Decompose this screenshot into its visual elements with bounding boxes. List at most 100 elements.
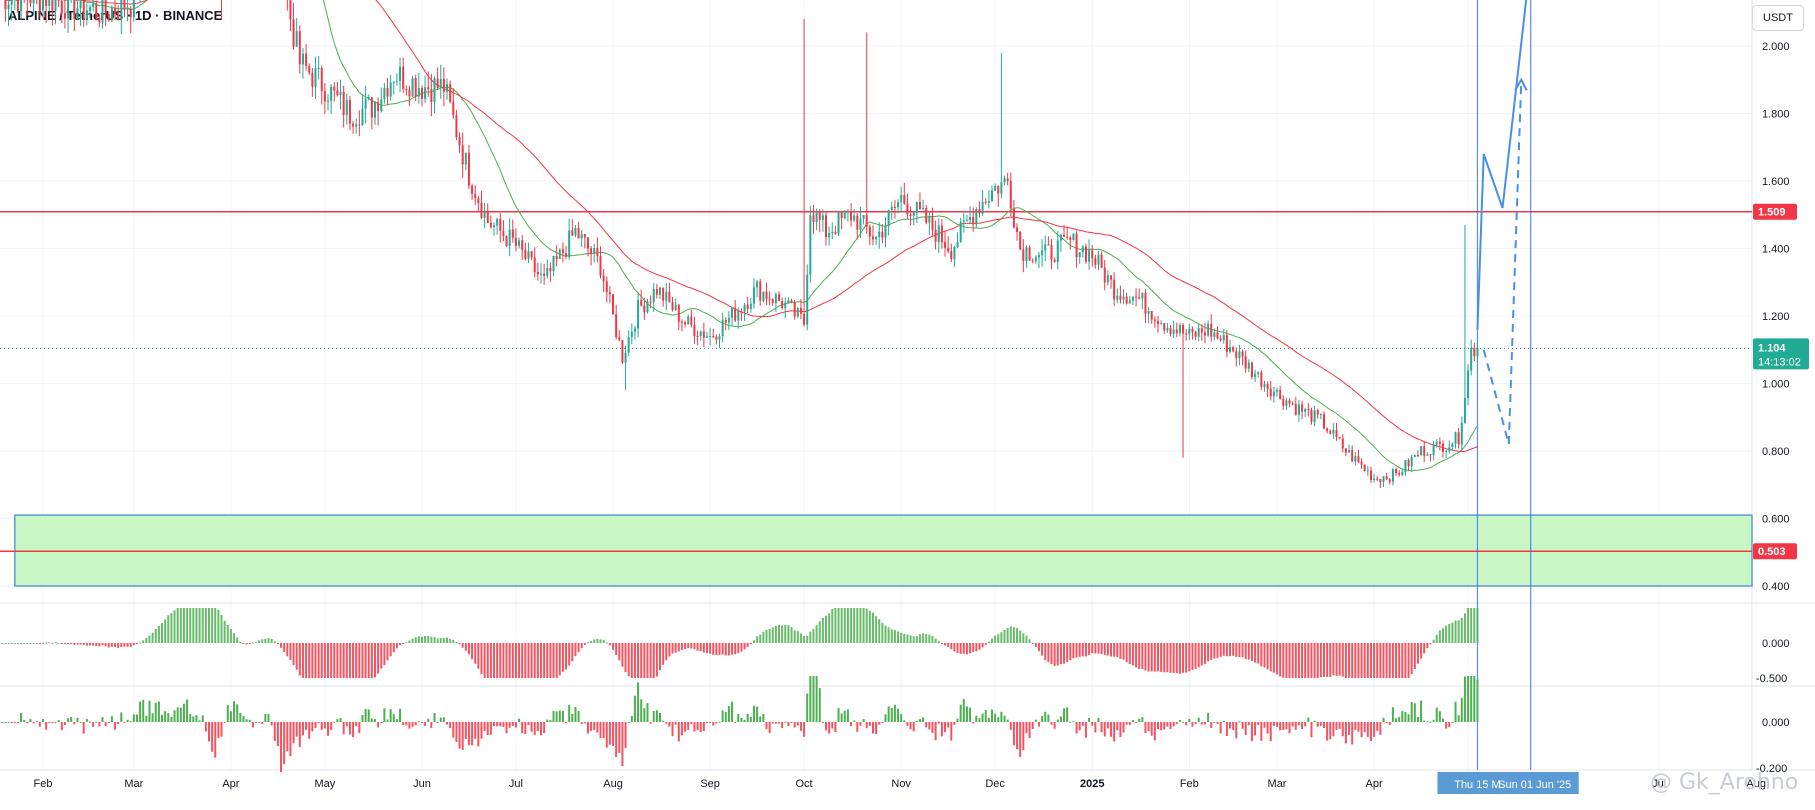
candle-body (499, 219, 502, 231)
osc1-bar (1401, 643, 1404, 678)
osc2-bar (724, 711, 727, 722)
candle-body (618, 337, 621, 341)
osc2-bar (577, 711, 580, 722)
osc2-bar (129, 721, 132, 723)
candle-body (1185, 333, 1188, 335)
osc1-bar (731, 643, 734, 655)
candle-body (433, 78, 436, 103)
osc2-bar (928, 722, 931, 730)
osc2-bar (496, 722, 499, 727)
osc2-bar (308, 722, 311, 739)
osc1-bar (261, 639, 264, 643)
candle-body (493, 225, 496, 228)
candle-body (1219, 338, 1222, 341)
osc2-bar (837, 708, 840, 722)
candle-body (825, 215, 827, 238)
osc2-bar (768, 722, 771, 734)
osc1-bar (499, 643, 502, 678)
osc1-bar (142, 640, 145, 643)
candle-body (909, 214, 912, 216)
osc2-bar (502, 722, 505, 728)
osc2-bar (621, 722, 624, 767)
osc2-bar (280, 722, 283, 773)
osc1-bar (242, 643, 245, 644)
osc1-bar (283, 643, 286, 653)
osc1-bar (377, 643, 380, 674)
osc1-bar (330, 643, 333, 678)
osc2-bar (793, 722, 796, 728)
candle-body (1316, 410, 1319, 415)
osc1-bar (424, 635, 427, 643)
osc1-bar (114, 643, 117, 647)
osc2-bar (157, 701, 160, 722)
candle-body (1103, 267, 1106, 283)
candle-body (746, 304, 749, 309)
candle-body (63, 13, 66, 19)
candle-body (627, 337, 630, 353)
osc2-bar (245, 719, 248, 722)
candle-body (630, 331, 633, 338)
osc1-bar (345, 643, 348, 678)
candle-body (67, 0, 70, 19)
osc2-bar (348, 722, 351, 735)
osc2-bar (1229, 722, 1232, 729)
osc1-bar (474, 643, 477, 664)
candle-body (915, 201, 918, 213)
osc1-bar (348, 643, 351, 678)
candle-body (787, 300, 790, 303)
candle-body (76, 8, 79, 20)
osc1-bar (677, 643, 680, 652)
osc2-bar (1463, 676, 1466, 722)
candle-body (471, 185, 474, 194)
osc2-bar (1335, 722, 1338, 731)
osc2-bar (358, 722, 361, 734)
candle-body (7, 4, 10, 10)
marker-date-label: Thu 15 M (1454, 779, 1500, 791)
osc1-bar (962, 643, 965, 654)
candle-body (1238, 351, 1241, 359)
candle-body (1031, 260, 1034, 262)
osc1-bar (1282, 643, 1285, 678)
candle-body (1144, 292, 1147, 314)
candle-body (928, 215, 931, 223)
osc2-bar (236, 704, 239, 722)
osc1-bar (220, 614, 223, 643)
candle-body (1100, 254, 1103, 268)
osc2-bar (1128, 722, 1131, 726)
osc1-bar (367, 643, 370, 678)
candle-body (82, 0, 85, 19)
candle-body (480, 203, 483, 218)
osc2-bar (893, 704, 896, 722)
candle-body (467, 152, 470, 186)
osc2-bar (1138, 718, 1141, 722)
currency-button[interactable]: USDT (1752, 5, 1804, 31)
osc2-bar (4, 722, 7, 723)
osc2-bar (662, 720, 665, 722)
candle-body (997, 185, 1000, 194)
candle-body (411, 78, 414, 97)
candle-body (1407, 460, 1410, 467)
osc1-bar (655, 643, 658, 677)
osc2-bar (483, 722, 486, 732)
osc1-bar (1106, 643, 1109, 656)
osc2-bar (518, 718, 521, 722)
osc2-bar (7, 722, 10, 723)
candle-body (333, 86, 336, 91)
osc2-bar (82, 722, 85, 734)
osc1-bar (195, 608, 198, 643)
osc1-bar (806, 635, 809, 643)
candle-body (868, 226, 871, 237)
osc1-bar (1175, 643, 1178, 674)
candle-body (1398, 473, 1401, 475)
osc1-bar (646, 643, 649, 678)
osc2-bar (546, 719, 549, 722)
candle-body (1125, 296, 1128, 304)
candle-body (624, 352, 627, 363)
osc1-bar (1448, 623, 1451, 643)
candle-body (370, 97, 373, 118)
osc1-bar (552, 643, 555, 678)
osc2-bar (605, 722, 608, 748)
osc1-bar (928, 634, 931, 643)
candle-body (527, 251, 530, 259)
